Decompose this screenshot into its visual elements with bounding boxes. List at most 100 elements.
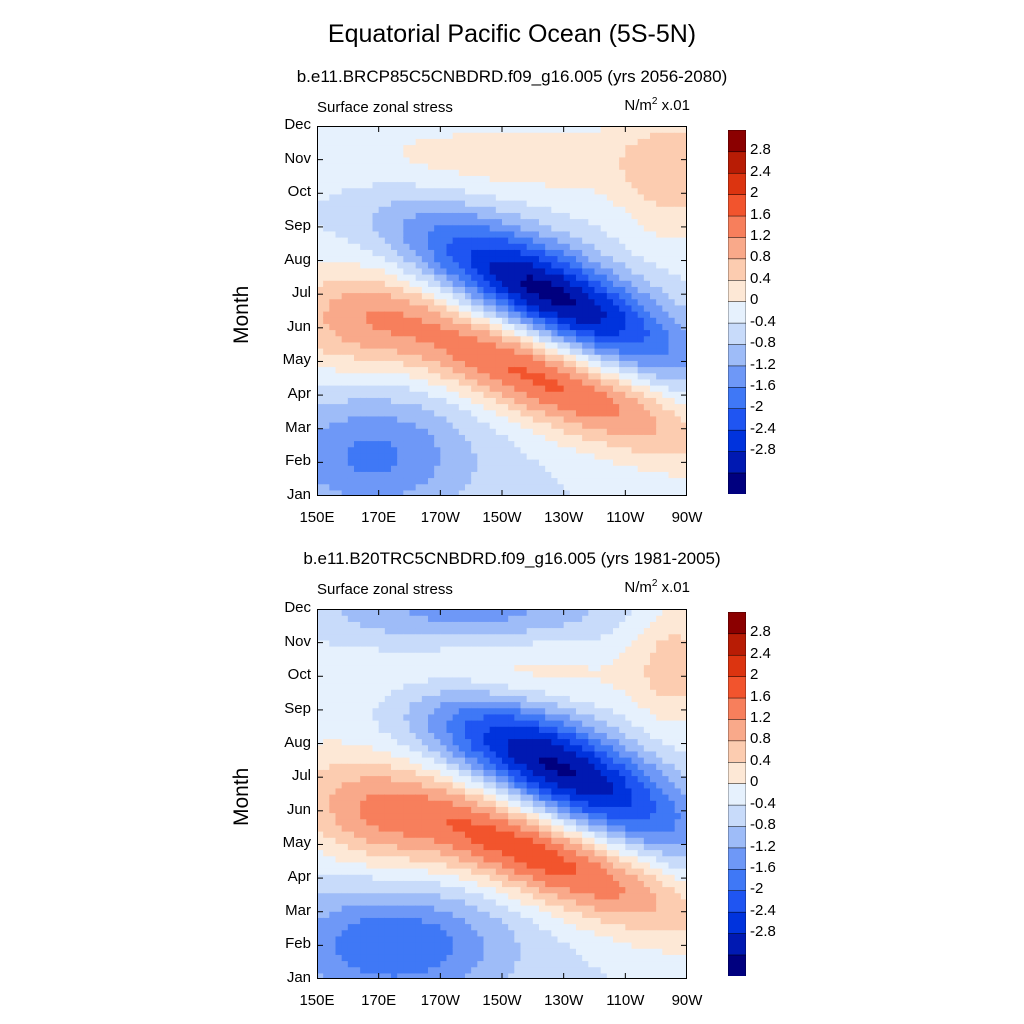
contour-cell (360, 683, 367, 690)
contour-cell (415, 615, 423, 622)
contour-cell (347, 422, 355, 429)
contour-cell (526, 218, 534, 226)
contour-cell (409, 360, 417, 368)
contour-cell (440, 452, 448, 460)
contour-cell (643, 440, 651, 448)
contour-cell (600, 415, 608, 423)
contour-cell (409, 372, 417, 380)
contour-cell (680, 428, 687, 435)
contour-cell (631, 187, 639, 195)
contour-cell (391, 880, 398, 888)
contour-cell (532, 471, 540, 479)
contour-cell (384, 193, 392, 201)
contour-cell (384, 837, 392, 844)
contour-cell (323, 428, 330, 435)
contour-cell (347, 639, 355, 647)
contour-cell (489, 391, 497, 398)
contour-cell (403, 886, 411, 894)
contour-cell (440, 243, 448, 250)
contour-cell (477, 317, 485, 324)
contour-cell (680, 255, 687, 263)
contour-cell (631, 372, 639, 380)
contour-cell (520, 206, 528, 213)
contour-cell (613, 292, 620, 300)
contour-cell (366, 720, 374, 727)
contour-cell (329, 286, 337, 294)
contour-cell (378, 243, 386, 250)
contour-cell (582, 465, 589, 472)
contour-cell (360, 837, 367, 844)
contour-cell (656, 193, 663, 201)
contour-cell (341, 323, 349, 331)
contour-cell (317, 181, 324, 189)
contour-cell (421, 763, 429, 770)
contour-cell (421, 627, 429, 635)
contour-cell (545, 138, 552, 146)
contour-cell (576, 415, 583, 423)
contour-cell (483, 243, 491, 250)
contour-cell (384, 750, 392, 758)
contour-cell (384, 237, 392, 244)
contour-cell (428, 267, 435, 275)
contour-cell (341, 261, 349, 269)
contour-cell (384, 701, 392, 709)
contour-cell (354, 428, 361, 435)
contour-cell (477, 385, 485, 392)
contour-cell (458, 428, 466, 435)
contour-cell (341, 757, 349, 764)
contour-cell (384, 280, 392, 287)
contour-cell (458, 415, 466, 423)
contour-cell (347, 929, 355, 937)
contour-cell (465, 397, 472, 405)
contour-cell (341, 366, 349, 374)
contour-cell (674, 391, 682, 398)
contour-cell (434, 249, 441, 257)
contour-cell (366, 446, 374, 454)
contour-cell (347, 378, 355, 386)
contour-cell (428, 126, 435, 133)
contour-cell (378, 138, 386, 146)
contour-cell (440, 794, 448, 801)
contour-cell (366, 150, 374, 158)
contour-cell (409, 806, 417, 814)
contour-cell (440, 348, 448, 355)
contour-cell (335, 615, 343, 622)
contour-cell (563, 465, 571, 472)
contour-cell (477, 249, 485, 257)
contour-cell (347, 428, 355, 435)
contour-cell (415, 683, 423, 690)
contour-cell (317, 787, 324, 795)
contour-cell (434, 471, 441, 479)
contour-cell (662, 274, 670, 281)
contour-cell (662, 206, 670, 213)
contour-cell (384, 298, 392, 306)
contour-cell (366, 280, 374, 287)
contour-cell (409, 763, 417, 770)
contour-cell (434, 403, 441, 411)
contour-cell (465, 434, 472, 442)
contour-cell (347, 942, 355, 949)
contour-cell (391, 831, 398, 838)
contour-cell (606, 218, 614, 226)
contour-cell (514, 187, 522, 195)
contour-cell (397, 403, 404, 411)
contour-cell (668, 286, 676, 294)
contour-cell (409, 942, 417, 949)
contour-cell (508, 261, 515, 269)
contour-cell (347, 652, 355, 659)
contour-cell (372, 200, 380, 207)
contour-cell (366, 132, 374, 139)
contour-cell (563, 237, 571, 244)
contour-cell (409, 255, 417, 263)
contour-cell (440, 738, 448, 746)
contour-cell (637, 489, 645, 496)
contour-cell (680, 311, 687, 318)
contour-cell (335, 341, 343, 349)
contour-cell (403, 163, 411, 170)
contour-cell (582, 175, 589, 183)
contour-cell (446, 929, 454, 937)
contour-cell (354, 775, 361, 783)
contour-cell (397, 323, 404, 331)
contour-cell (378, 471, 386, 479)
contour-cell (409, 750, 417, 758)
